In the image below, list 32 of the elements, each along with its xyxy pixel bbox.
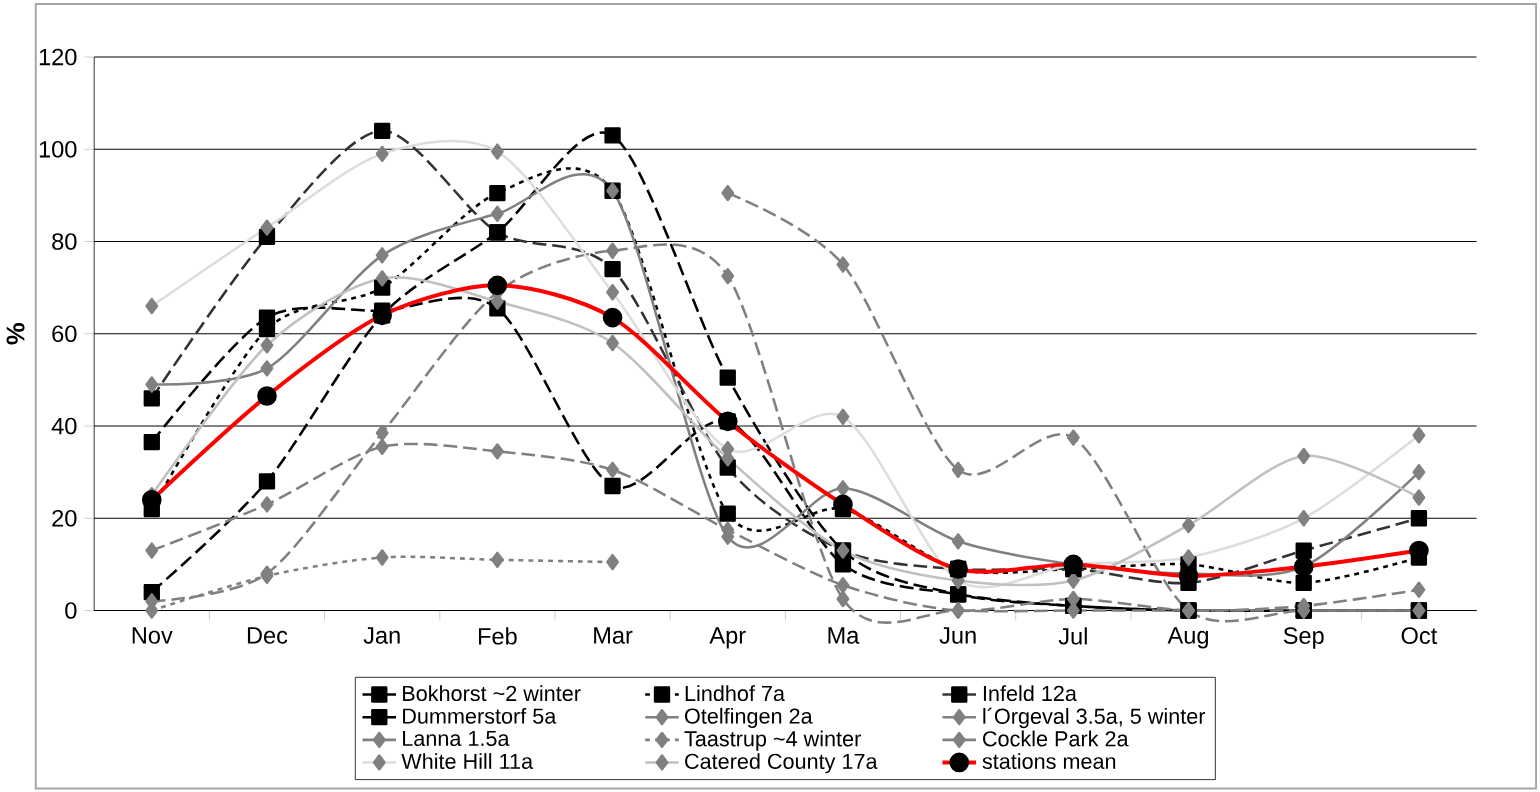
y-tick-label: 60: [52, 325, 77, 342]
legend-label: Dummerstorf 5a: [403, 707, 557, 724]
x-tick-label: Mar: [594, 627, 633, 644]
legend-label: Lanna 1.5a: [403, 730, 510, 746]
y-tick-label: 40: [51, 417, 77, 435]
x-tick-label: Feb: [478, 627, 517, 645]
x-tick-label: Apr: [709, 627, 746, 649]
x-tick-label: Oct: [1401, 627, 1438, 644]
legend-label: Bokhorst ~2 winter: [403, 685, 581, 701]
legend-label: Otelfingen 2a: [685, 707, 813, 728]
x-tick-label: Jul: [1058, 627, 1087, 645]
x-tick-label: Dec: [247, 627, 288, 644]
legend-label: Lindhof 7a: [685, 685, 785, 701]
y-tick-label: 0: [65, 601, 77, 619]
y-tick-label: 100: [39, 140, 77, 158]
x-tick-label: Sep: [1283, 627, 1324, 649]
x-tick-label: Nov: [132, 627, 173, 644]
x-tick-label: Ma: [828, 627, 860, 644]
y-tick-label: 80: [52, 232, 77, 250]
x-tick-label: Aug: [1167, 627, 1208, 649]
legend-label: Cockle Park 2a: [983, 730, 1129, 747]
x-tick-label: Jan: [363, 627, 400, 644]
y-axis-title: %: [6, 322, 25, 345]
legend-label: Taastrup ~4 winter: [684, 730, 861, 751]
x-tick-label: Jun: [939, 627, 976, 644]
legend-label: l´Orgeval 3.5a, 5 winter: [983, 707, 1206, 728]
legend-label: Infeld 12a: [983, 685, 1077, 701]
y-tick-label: 20: [52, 509, 77, 527]
y-tick-label: 120: [39, 48, 77, 66]
legend-label: stations mean: [982, 752, 1116, 769]
legend-label: White Hill 11a: [401, 752, 534, 769]
legend-label: Catered County 17a: [685, 752, 878, 774]
